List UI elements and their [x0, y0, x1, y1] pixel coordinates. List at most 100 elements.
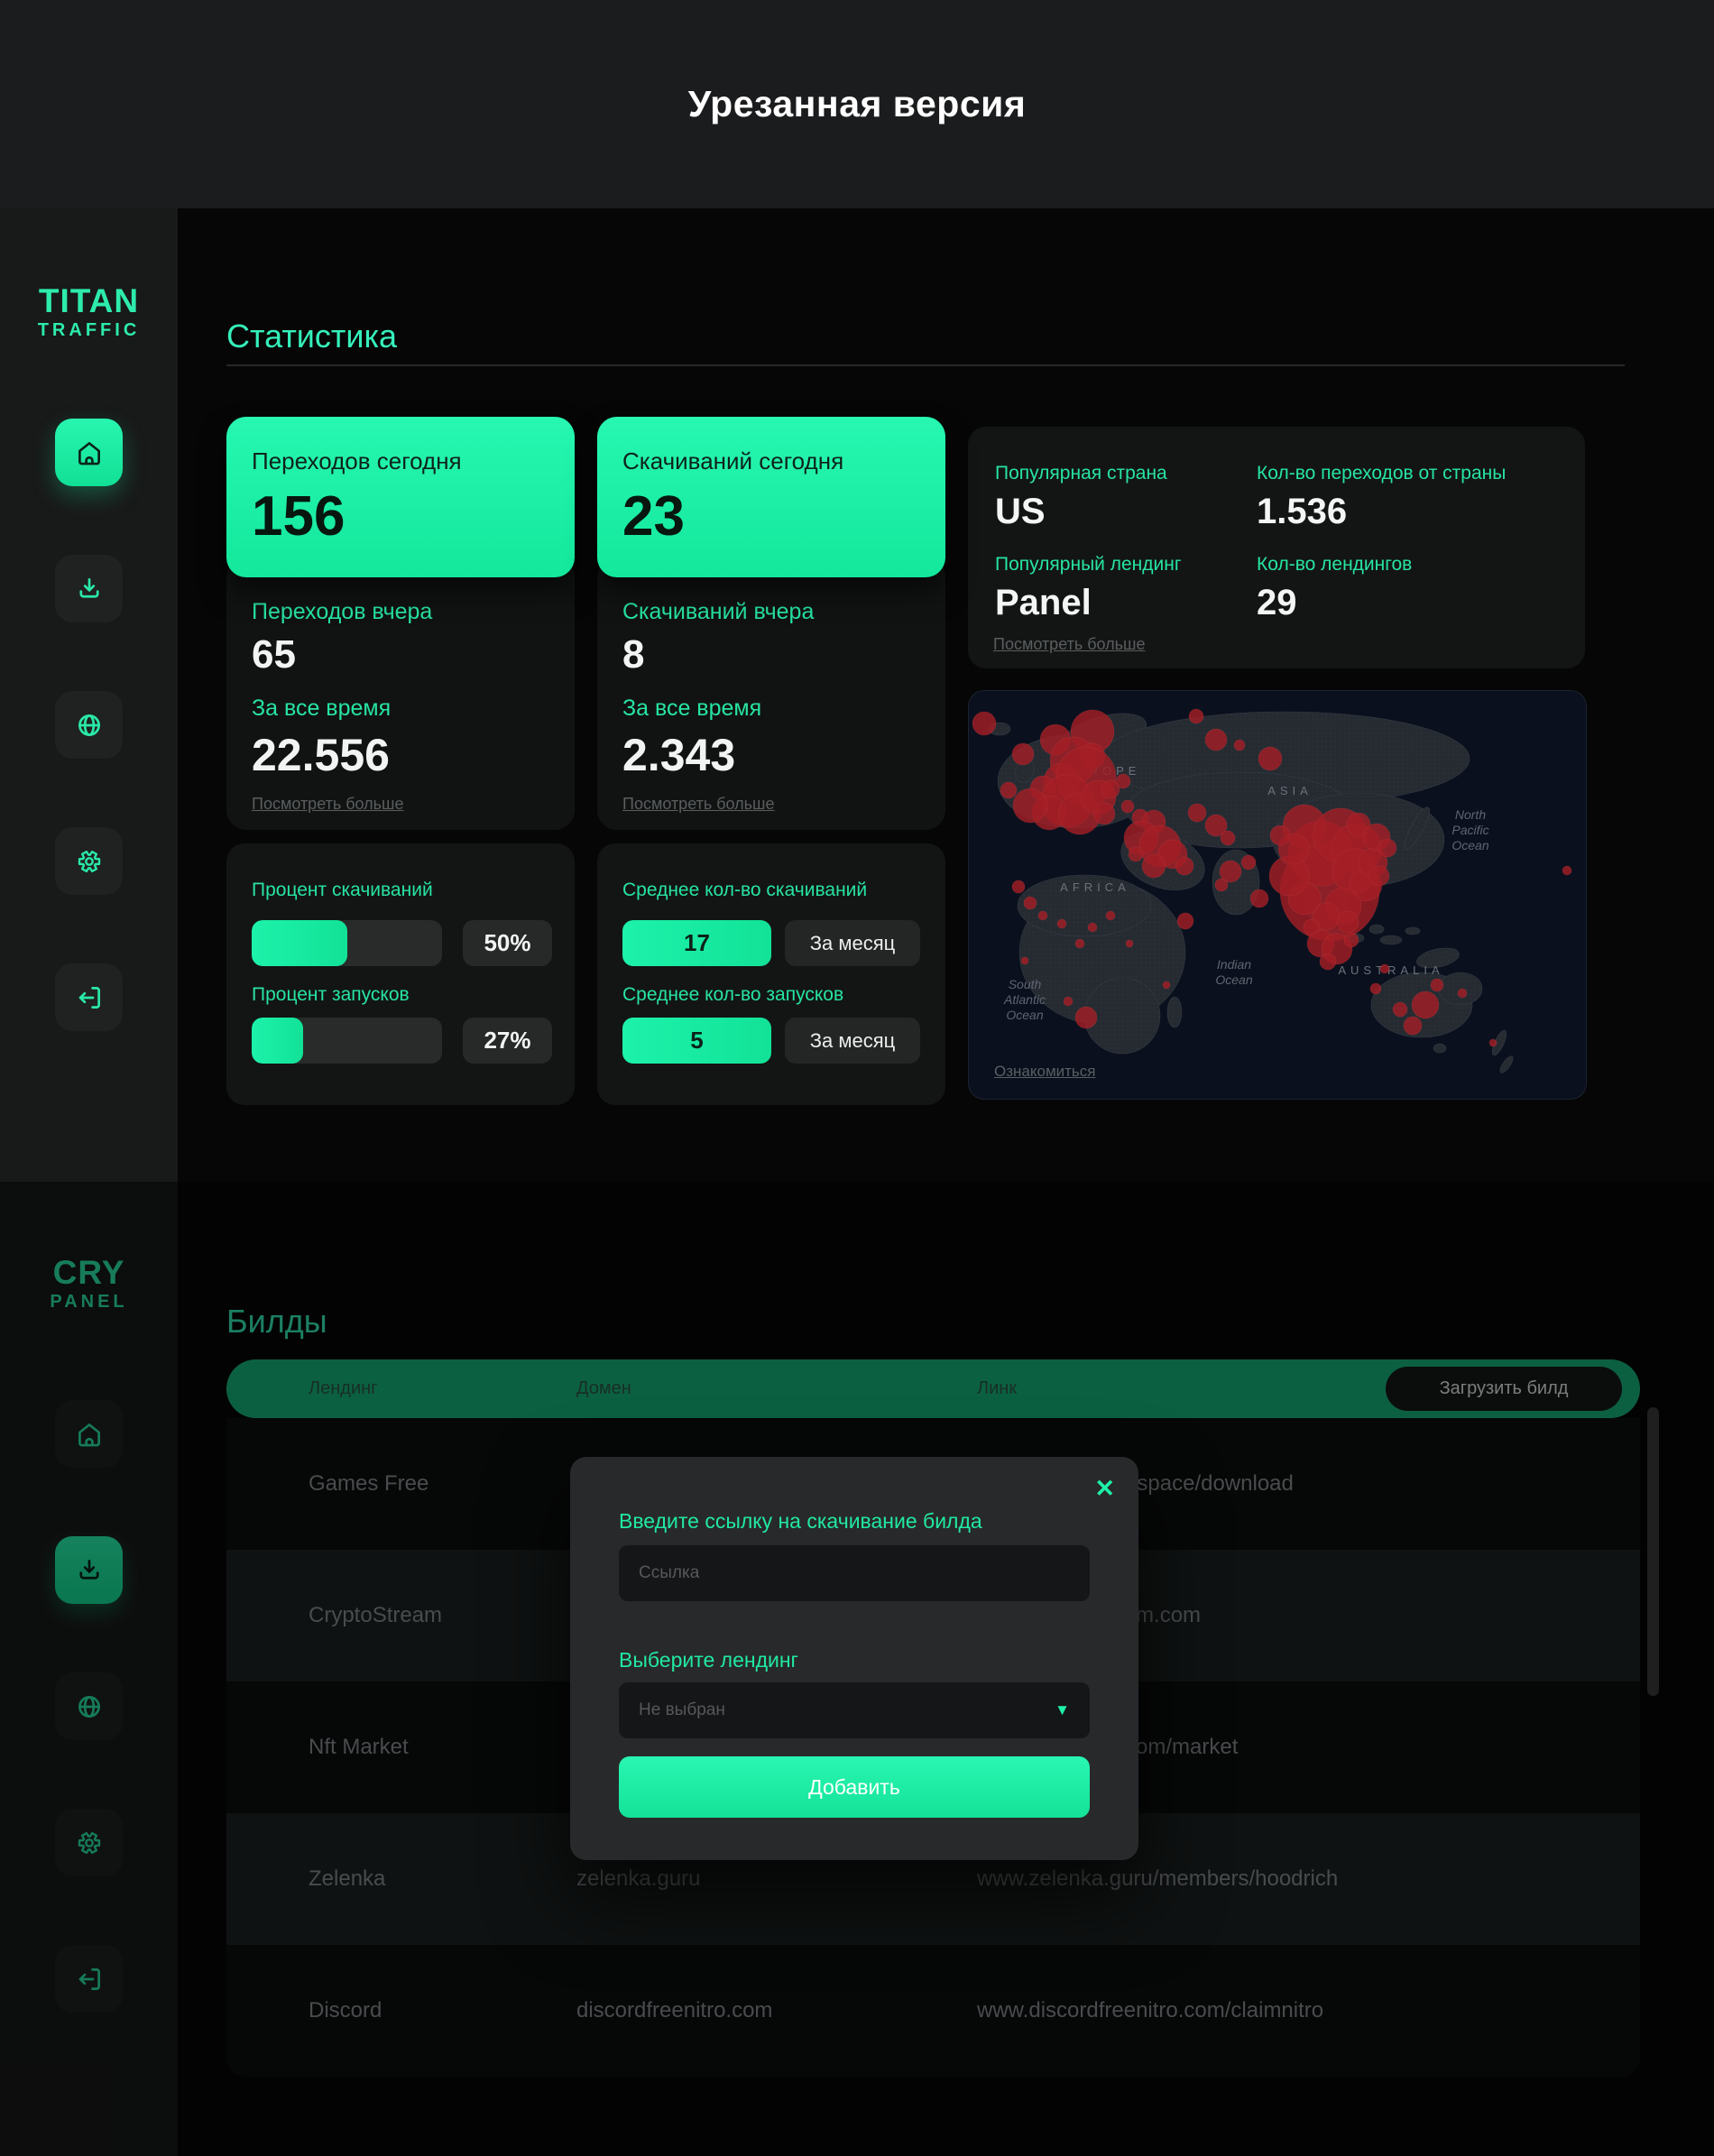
titan-nav-settings[interactable]: [55, 827, 123, 895]
downloads-yesterday-label: Скачиваний вчера: [622, 599, 815, 624]
transitions-alltime-value: 22.556: [252, 730, 390, 780]
traffic-bubble: [1175, 856, 1194, 876]
traffic-bubble: [1240, 854, 1257, 871]
traffic-bubble: [1056, 918, 1067, 929]
traffic-bubble: [1379, 963, 1390, 974]
traffic-bubble: [1343, 932, 1359, 948]
popular-country-value: US: [995, 492, 1046, 531]
titan-logo-line2: TRAFFIC: [37, 320, 141, 340]
exit-icon: [78, 986, 100, 1009]
traffic-bubble: [1115, 773, 1131, 789]
add-button[interactable]: Добавить: [619, 1756, 1090, 1818]
map-label: AFRICA: [1060, 880, 1130, 894]
traffic-bubble: [1346, 812, 1371, 837]
transitions-yesterday-value: 65: [252, 632, 296, 677]
titan-nav-home[interactable]: [55, 419, 123, 486]
traffic-bubble: [1204, 814, 1228, 837]
transitions-today-value: 156: [252, 485, 346, 548]
avg-downloads-value: 17: [622, 920, 771, 966]
table-row[interactable]: Zelenka zelenka.guru www.zelenka.guru/me…: [226, 1813, 1640, 1945]
traffic-bubble: [1020, 956, 1029, 965]
traffic-bubble: [1000, 781, 1018, 799]
traffic-bubble: [1092, 802, 1116, 825]
titan-nav-logout[interactable]: [55, 963, 123, 1031]
traffic-bubble: [1369, 982, 1382, 995]
transitions-today-label: Переходов сегодня: [252, 447, 462, 475]
builds-table-body: Games Free www.gamesfree.space/download …: [226, 1418, 1640, 2077]
landing-count-label: Кол-во лендингов: [1257, 554, 1413, 575]
avg-downloads-label: Среднее кол-во скачиваний: [622, 880, 868, 900]
build-link-input[interactable]: [619, 1545, 1090, 1601]
home-icon: [78, 1423, 100, 1446]
transitions-alltime-label: За все время: [252, 696, 392, 721]
gear-icon: [78, 850, 100, 872]
close-icon[interactable]: ✕: [1094, 1475, 1115, 1502]
titan-nav-domains[interactable]: [55, 691, 123, 759]
traffic-bubble: [1120, 799, 1135, 814]
row-landing: Games Free: [309, 1471, 429, 1496]
traffic-bubble: [1403, 1016, 1423, 1036]
row-domain: discordfreenitro.com: [576, 1998, 773, 2022]
traffic-bubble: [1411, 990, 1440, 1019]
map-label: North Pacific Ocean: [1451, 807, 1488, 852]
download-icon: [78, 1559, 99, 1580]
traffic-bubble: [1125, 939, 1134, 948]
map-label: AUSTRALIA: [1338, 963, 1443, 977]
titan-nav-downloads[interactable]: [55, 555, 123, 622]
traffic-bubble: [1204, 728, 1228, 751]
avg-downloads-period: За месяц: [785, 920, 920, 966]
traffic-bubble: [1488, 1038, 1497, 1047]
cry-nav-settings[interactable]: [55, 1809, 123, 1876]
downloads-today-card: Скачиваний сегодня 23: [597, 417, 945, 577]
launches-progress: [252, 1018, 442, 1064]
traffic-bubble: [1214, 878, 1229, 892]
transitions-more-link[interactable]: Посмотреть больше: [252, 795, 404, 813]
traffic-bubble: [1162, 981, 1171, 990]
traffic-bubble: [1249, 889, 1269, 908]
statistics-divider: [226, 364, 1625, 366]
column-link: Линк: [977, 1378, 1018, 1398]
cry-logo-line2: PANEL: [50, 1292, 128, 1312]
traffic-bubble: [1258, 746, 1283, 771]
map-label: Indian Ocean: [1215, 957, 1252, 987]
cry-nav-home[interactable]: [55, 1400, 123, 1468]
cry-nav-downloads[interactable]: [55, 1536, 123, 1604]
avg-launches-period: За месяц: [785, 1018, 920, 1064]
map-explore-link[interactable]: Ознакомиться: [994, 1063, 1096, 1080]
avg-launches-label: Среднее кол-во запусков: [622, 984, 844, 1005]
downloads-more-link[interactable]: Посмотреть больше: [622, 795, 775, 813]
globe-icon: [78, 714, 100, 736]
traffic-bubble: [1188, 708, 1204, 724]
cry-nav-domains[interactable]: [55, 1672, 123, 1740]
traffic-bubble: [1037, 910, 1048, 921]
popular-landing-label: Популярный лендинг: [995, 554, 1182, 575]
landing-count-value: 29: [1257, 583, 1297, 622]
popular-more-link[interactable]: Посмотреть больше: [993, 635, 1146, 653]
map-label: South Atlantic Ocean: [1003, 977, 1046, 1022]
row-link: www.discordfreenitro.com/claimnitro: [977, 1998, 1324, 2022]
traffic-bubble: [1074, 938, 1085, 949]
table-scrollbar-thumb[interactable]: [1647, 1407, 1659, 1696]
landing-select[interactable]: Не выбран ▼: [619, 1682, 1090, 1738]
transitions-history-card: Переходов вчера 65 За все время 22.556 П…: [226, 557, 575, 830]
table-row[interactable]: Discord discordfreenitro.com www.discord…: [226, 1945, 1640, 2077]
downloads-today-label: Скачиваний сегодня: [622, 447, 844, 475]
traffic-bubble: [1430, 978, 1444, 992]
row-link: www.zelenka.guru/members/hoodrich: [977, 1866, 1339, 1891]
launches-percent-label: Процент запусков: [252, 984, 410, 1005]
traffic-bubble: [1392, 1001, 1408, 1018]
upload-build-button[interactable]: Загрузить билд: [1386, 1367, 1622, 1411]
builds-table-header: Лендинг Домен Линк Загрузить билд: [226, 1359, 1640, 1418]
download-icon: [78, 577, 99, 598]
popular-country-label: Популярная страна: [995, 463, 1167, 484]
row-landing: Zelenka: [309, 1866, 386, 1891]
traffic-bubble: [1087, 922, 1098, 933]
landing-select-value: Не выбран: [639, 1700, 725, 1719]
traffic-bubble: [1269, 825, 1291, 846]
cry-nav-logout[interactable]: [55, 1945, 123, 2013]
world-map: EUROPEASIAAFRICAAUSTRALIANorthPacificOce…: [972, 708, 1572, 1073]
launches-percent-value: 27%: [463, 1018, 552, 1064]
traffic-bubble: [1128, 846, 1144, 862]
traffic-bubble: [1063, 996, 1074, 1007]
